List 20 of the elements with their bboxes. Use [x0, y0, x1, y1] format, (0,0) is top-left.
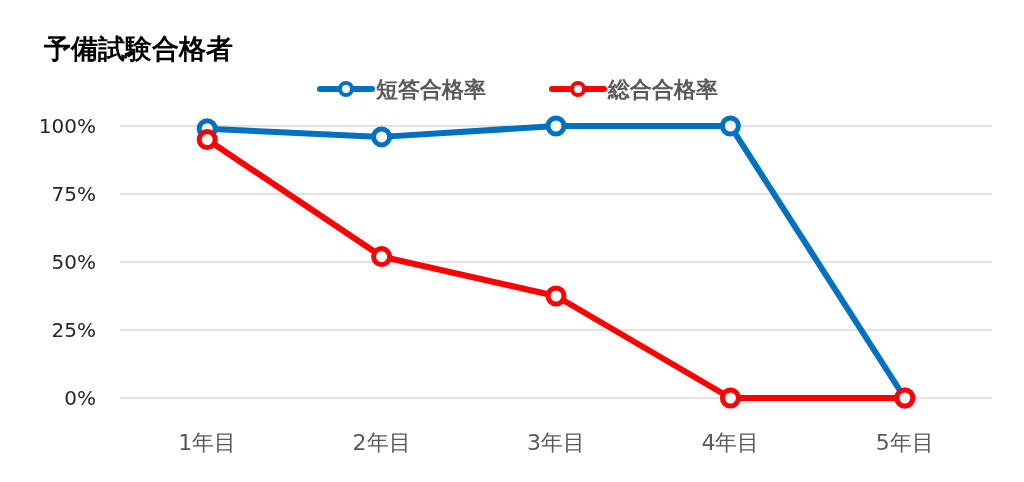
- point: [545, 115, 567, 137]
- x-tick-label: 1年目: [178, 430, 237, 455]
- y-tick-label: 100%: [38, 114, 96, 138]
- legend-label: 総合合格率: [607, 77, 718, 102]
- y-tick-label: 0%: [64, 386, 96, 410]
- x-tick-label: 2年目: [352, 430, 411, 455]
- chart-title: 予備試験合格者: [43, 33, 233, 64]
- point: [719, 115, 741, 137]
- x-tick-label: 3年目: [527, 430, 585, 455]
- point: [196, 129, 218, 151]
- point: [371, 246, 393, 268]
- legend-label: 短答合格率: [375, 77, 486, 102]
- x-tick-label: 5年目: [875, 430, 934, 455]
- point: [719, 387, 741, 409]
- y-tick-label: 75%: [51, 182, 96, 206]
- y-tick-label: 25%: [51, 318, 96, 342]
- y-tick-label: 50%: [51, 250, 96, 274]
- x-tick-label: 4年目: [701, 430, 760, 455]
- point: [545, 285, 567, 307]
- point: [371, 126, 393, 148]
